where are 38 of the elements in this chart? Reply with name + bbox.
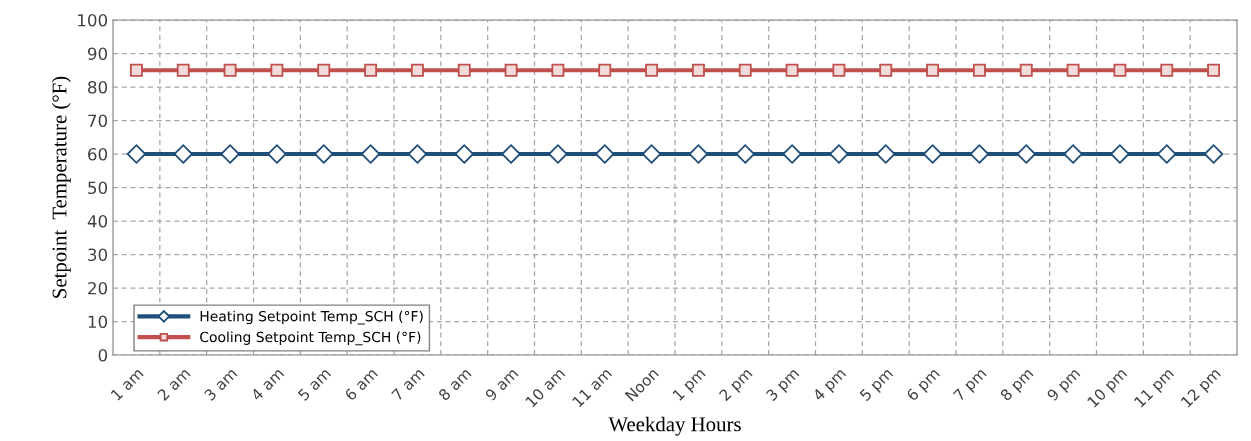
y-tick-label: 90 [87,47,108,61]
x-tick-label: 5 am [297,367,332,402]
x-tick-label: 5 pm [859,367,896,404]
legend-label: Cooling Setpoint Temp_SCH (°F) [200,331,421,346]
x-tick-label: 4 pm [812,367,849,404]
x-tick-label: 4 am [250,367,285,402]
y-tick-label: 80 [88,80,108,94]
x-tick-label: 9 pm [1046,367,1083,404]
x-tick-label: 2 pm [718,367,755,404]
y-tick-label: 40 [87,214,108,228]
y-axis-title: Setpoint Temperature (°F) [51,76,71,298]
y-tick-label: 100 [78,13,108,27]
y-tick-label: 60 [88,147,108,161]
x-tick-label: 10 pm [1086,367,1130,410]
x-tick-label: 11 am [571,367,613,408]
x-tick-label: 1 pm [672,367,708,404]
y-tick-label: 20 [88,281,108,295]
y-tick-label: 30 [88,248,108,262]
x-tick-label: 6 pm [905,367,943,404]
x-tick-label: 9 am [484,367,519,402]
x-tick-label: 3 pm [765,367,802,404]
x-tick-label: 8 am [437,367,472,402]
x-tick-label: 6 am [344,367,379,402]
x-tick-label: 7 am [391,367,425,402]
x-tick-label: 8 pm [999,367,1036,404]
x-tick-label: 10 am [524,367,566,408]
x-tick-label: 2 am [156,367,191,402]
x-tick-label: 1 am [110,367,144,401]
y-tick-label: 0 [98,348,108,362]
y-tick-label: 50 [88,181,108,195]
y-tick-label: 70 [88,114,108,128]
x-tick-label: 7 pm [952,367,989,404]
x-tick-label: 11 pm [1133,367,1177,410]
x-tick-label: 3 am [203,367,238,402]
x-tick-label: 12 pm [1180,367,1224,410]
y-tick-label: 10 [88,315,108,329]
x-axis-title: Weekday Hours [608,416,741,436]
legend-label: Heating Setpoint Temp_SCH (°F) [200,310,423,325]
